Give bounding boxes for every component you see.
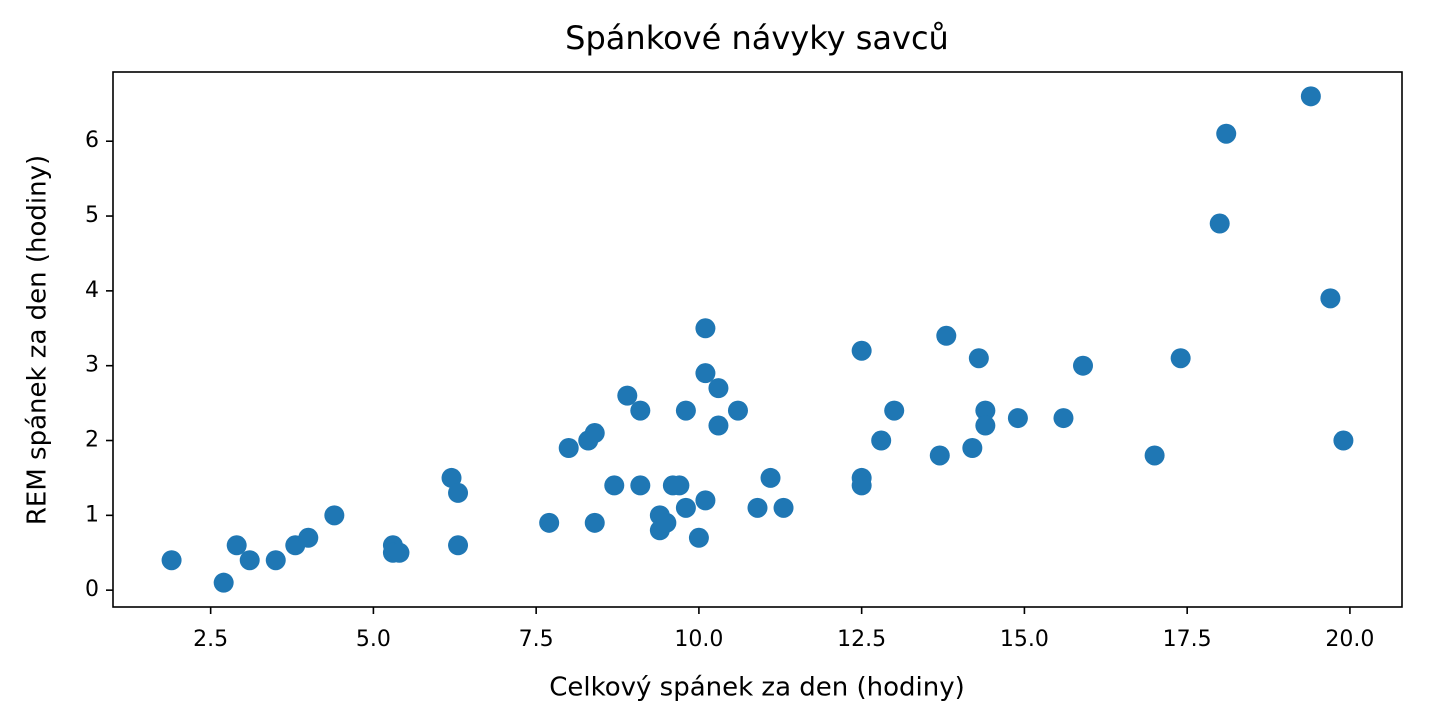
scatter-point xyxy=(239,550,260,571)
scatter-point xyxy=(695,490,716,511)
scatter-point xyxy=(1320,288,1341,309)
scatter-point xyxy=(962,437,983,458)
scatter-point xyxy=(695,363,716,384)
scatter-point xyxy=(558,437,579,458)
scatter-point xyxy=(773,497,794,518)
scatter-point xyxy=(630,400,651,421)
scatter-point xyxy=(448,482,469,503)
scatter-point xyxy=(871,430,892,451)
scatter-point xyxy=(265,550,286,571)
scatter-point xyxy=(727,400,748,421)
scatter-point xyxy=(695,318,716,339)
scatter-point xyxy=(630,475,651,496)
scatter-point xyxy=(675,497,696,518)
x-tick-label: 20.0 xyxy=(1325,627,1374,652)
scatter-point xyxy=(975,415,996,436)
scatter-point xyxy=(708,378,729,399)
scatter-point xyxy=(617,385,638,406)
y-tick-label: 1 xyxy=(85,502,99,527)
scatter-point xyxy=(1053,408,1074,429)
scatter-point xyxy=(884,400,905,421)
scatter-point xyxy=(1300,86,1321,107)
scatter-point xyxy=(448,535,469,556)
scatter-point xyxy=(975,400,996,421)
y-tick-label: 3 xyxy=(85,353,99,378)
scatter-point xyxy=(226,535,247,556)
x-tick-label: 15.0 xyxy=(1000,627,1049,652)
scatter-point xyxy=(936,325,957,346)
plot-frame xyxy=(112,71,1403,608)
y-tick-label: 4 xyxy=(85,278,99,303)
scatter-point xyxy=(1073,355,1094,376)
x-tick-label: 17.5 xyxy=(1163,627,1212,652)
scatter-point xyxy=(539,512,560,533)
scatter-point xyxy=(1144,445,1165,466)
scatter-point xyxy=(656,512,677,533)
x-tick-label: 7.5 xyxy=(519,627,554,652)
scatter-point xyxy=(1170,348,1191,369)
scatter-point xyxy=(604,475,625,496)
scatter-point xyxy=(213,572,234,593)
x-axis-label: Celkový spánek za den (hodiny) xyxy=(549,673,965,703)
scatter-point xyxy=(1216,123,1237,144)
scatter-point xyxy=(161,550,182,571)
y-tick-label: 5 xyxy=(85,203,99,228)
scatter-point xyxy=(675,400,696,421)
x-tick-label: 10.0 xyxy=(674,627,723,652)
scatter-point xyxy=(669,475,690,496)
scatter-point xyxy=(298,527,319,548)
scatter-point xyxy=(584,423,605,444)
scatter-point xyxy=(851,340,872,361)
scatter-point xyxy=(760,467,781,488)
x-tick-label: 12.5 xyxy=(837,627,886,652)
x-tick-label: 5.0 xyxy=(356,627,391,652)
y-tick-label: 0 xyxy=(85,577,99,602)
scatter-point xyxy=(1007,408,1028,429)
scatter-point xyxy=(324,505,345,526)
scatter-point xyxy=(688,527,709,548)
scatter-point xyxy=(747,497,768,518)
scatter-point xyxy=(1209,213,1230,234)
scatter-point xyxy=(1333,430,1354,451)
scatter-point xyxy=(708,415,729,436)
chart-title: Spánkové návyky savců xyxy=(565,19,949,57)
y-axis-label: REM spánek za den (hodiny) xyxy=(23,155,53,525)
x-tick-label: 2.5 xyxy=(193,627,228,652)
scatter-point xyxy=(389,542,410,563)
scatter-point xyxy=(851,475,872,496)
scatter-point xyxy=(584,512,605,533)
scatter-point xyxy=(441,467,462,488)
y-tick-label: 6 xyxy=(85,128,99,153)
y-tick-label: 2 xyxy=(85,428,99,453)
scatter-point xyxy=(929,445,950,466)
scatter-point xyxy=(968,348,989,369)
